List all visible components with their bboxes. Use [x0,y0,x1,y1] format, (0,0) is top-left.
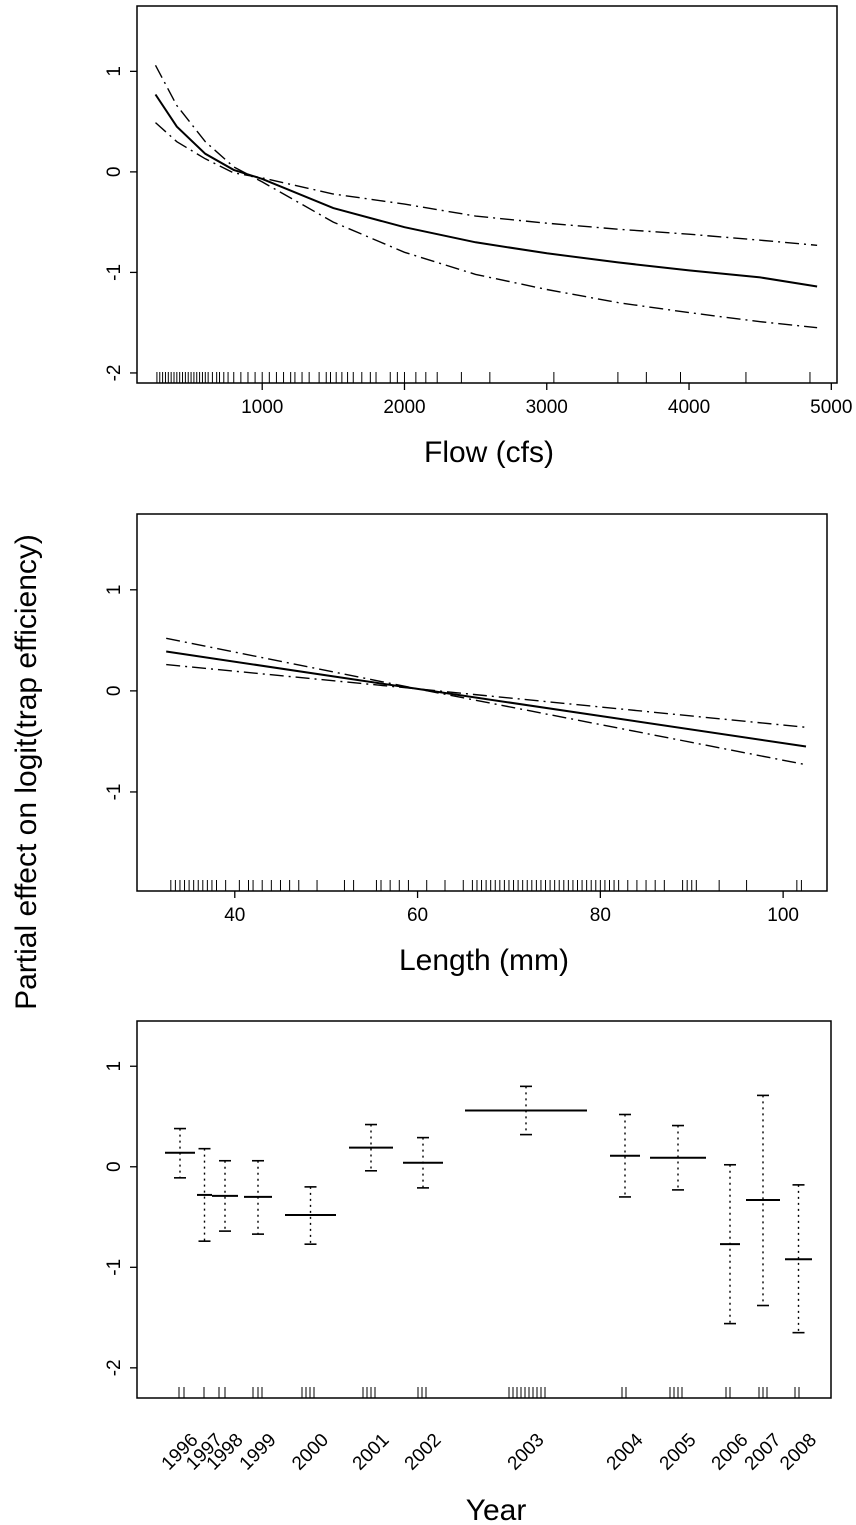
x-tick-label: 4000 [668,397,710,418]
x-tick-label-1999: 1999 [236,1430,281,1475]
y-tick-label: 1 [104,585,125,596]
x-axis-label: Year [466,1494,527,1525]
y-tick-label: 0 [104,1161,125,1172]
fit-line [154,93,818,288]
x-tick-label: 60 [407,905,428,926]
confidence-band-line [166,663,807,766]
x-tick-label-2000: 2000 [288,1430,333,1475]
x-tick-label-2002: 2002 [401,1430,446,1475]
y-tick-label: -1 [104,264,125,281]
x-tick-label: 1000 [241,397,283,418]
x-tick-label-2001: 2001 [349,1430,394,1475]
plot-frame-3 [136,1020,832,1399]
confidence-band-line [154,64,818,329]
x-tick-label: 100 [767,905,799,926]
x-tick-label: 40 [224,905,245,926]
plot-frame-2 [136,513,828,892]
fit-line [166,650,807,748]
y-tick-label: -2 [104,364,125,381]
y-tick-label: 1 [104,1061,125,1072]
x-tick-label-2004: 2004 [603,1429,648,1474]
x-tick-label: 2000 [383,397,425,418]
y-tick-label: -1 [104,1259,125,1276]
x-tick-label-2007: 2007 [741,1430,786,1475]
shared-y-axis-label: Partial effect on logit(trap efficiency) [10,534,43,1010]
x-tick-label-2008: 2008 [776,1430,821,1475]
x-axis-label: Length (mm) [399,944,569,977]
y-tick-label: -1 [104,783,125,800]
plot-frame-1 [136,5,838,384]
y-tick-label: 0 [104,686,125,697]
x-tick-label: 5000 [810,397,852,418]
x-tick-label: 80 [590,905,611,926]
x-axis-label: Flow (cfs) [424,436,554,469]
y-tick-label: 1 [104,66,125,77]
x-tick-label-2006: 2006 [708,1430,753,1475]
x-tick-label: 3000 [526,397,568,418]
y-tick-label: 0 [104,167,125,178]
x-tick-label-2005: 2005 [656,1430,701,1475]
x-tick-label-2003: 2003 [504,1430,549,1475]
confidence-band-line [155,122,818,246]
y-tick-label: -2 [104,1359,125,1376]
confidence-band-line [166,637,807,728]
